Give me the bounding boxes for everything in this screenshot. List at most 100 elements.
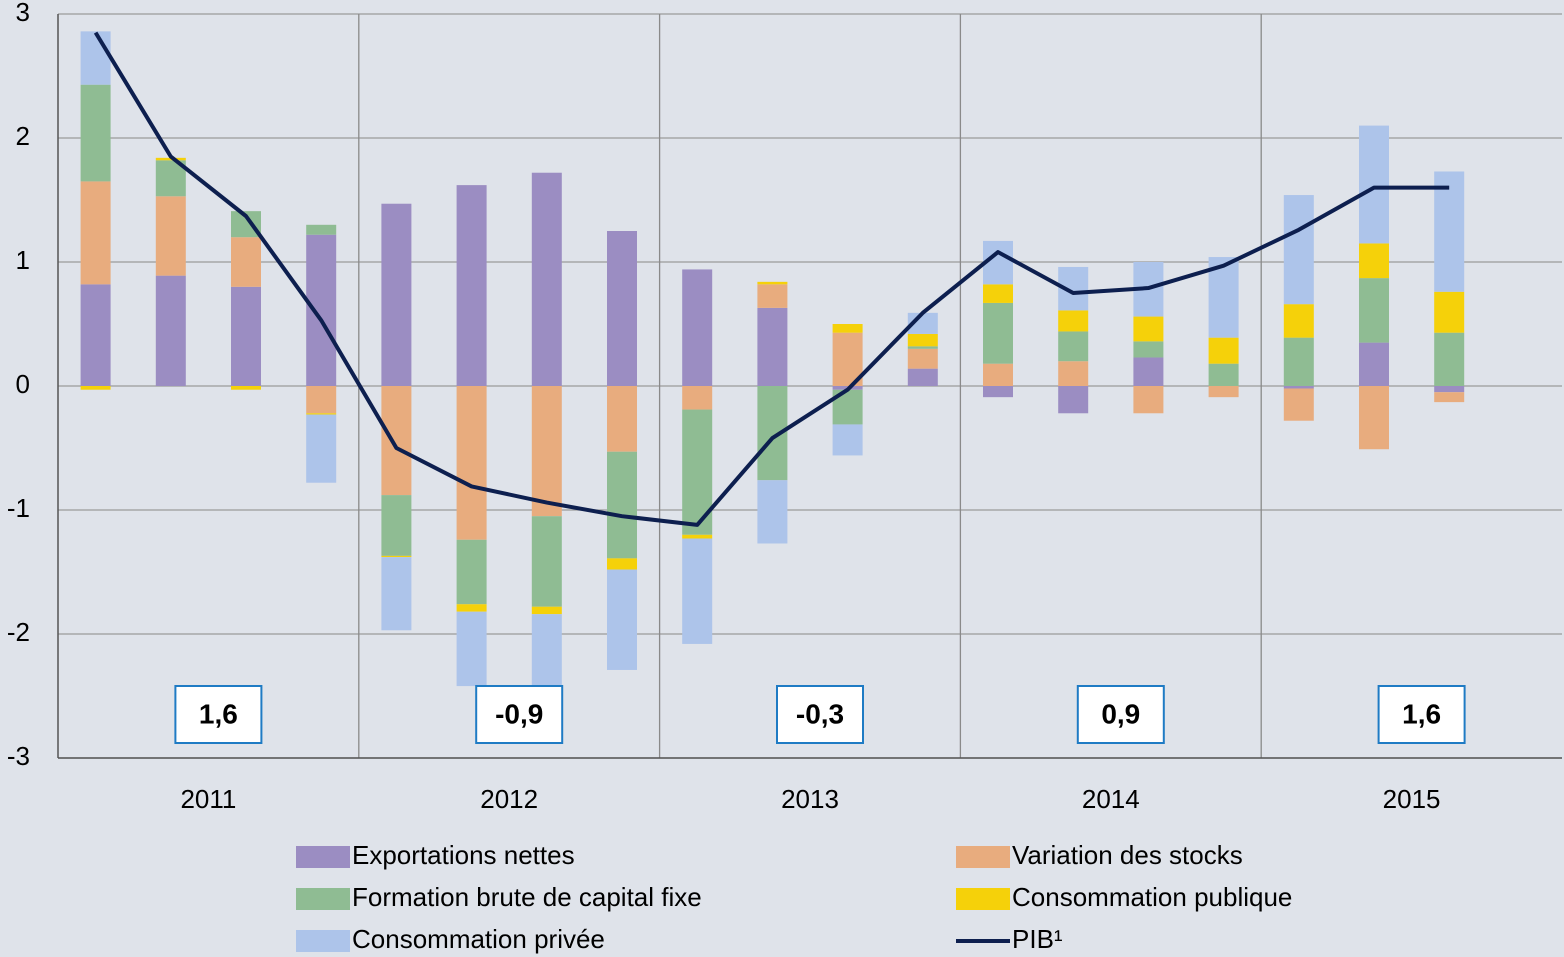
bar-segment xyxy=(1133,316,1164,342)
bar-segment xyxy=(381,495,412,556)
bar-segment xyxy=(757,281,788,285)
bar-segment xyxy=(306,413,337,415)
bar-segment xyxy=(231,386,261,390)
bar-segment xyxy=(456,604,487,612)
bar-segment xyxy=(1283,388,1314,421)
annual-box xyxy=(776,685,864,744)
bar-segment xyxy=(607,231,637,386)
bar-segment xyxy=(155,196,186,276)
bar-segment xyxy=(456,386,487,540)
bar-segment xyxy=(1058,310,1089,332)
bar-segment xyxy=(832,424,863,456)
legend-label: Consommation privée xyxy=(352,924,605,954)
bar-segment xyxy=(1434,291,1465,333)
bar-segment xyxy=(607,569,637,670)
legend-label: Consommation publique xyxy=(1012,882,1292,912)
y-tick-label: 0 xyxy=(16,369,30,399)
legend-swatch xyxy=(296,888,350,910)
annual-box xyxy=(475,685,564,744)
bar-segment xyxy=(907,348,938,369)
bar-segment xyxy=(231,237,261,287)
bar-segment xyxy=(80,284,111,386)
bar-segment xyxy=(381,555,412,558)
line-series xyxy=(93,31,1450,527)
annual-box xyxy=(174,685,263,744)
y-tick-label: -2 xyxy=(7,617,30,647)
bar-segment xyxy=(983,284,1013,303)
annual-label: -0,3 xyxy=(796,698,844,729)
bar-segment xyxy=(1133,386,1164,414)
bar-segment xyxy=(757,284,788,308)
bar-segment xyxy=(306,386,337,414)
x-group-label: 2011 xyxy=(180,784,236,814)
bar-segment xyxy=(1133,341,1164,358)
bar-segment xyxy=(456,611,487,687)
bar-segment xyxy=(531,516,562,607)
x-group-label: 2013 xyxy=(781,784,839,814)
bar-segment xyxy=(1359,243,1389,279)
bar-segment xyxy=(1283,337,1314,386)
legend-swatch xyxy=(296,930,350,952)
y-tick-label: 1 xyxy=(16,245,30,275)
bar-segment xyxy=(983,363,1013,386)
annual-label: -0,9 xyxy=(495,698,543,729)
bar-segment xyxy=(907,333,938,347)
bar-segment xyxy=(456,185,487,386)
annual-label: 1,6 xyxy=(1402,698,1441,729)
legend-swatch xyxy=(956,846,1010,868)
bar-segment xyxy=(757,307,788,386)
bar-segment xyxy=(80,386,111,390)
bar-segment xyxy=(80,84,111,182)
bar-segment xyxy=(682,386,713,410)
legend-label: Variation des stocks xyxy=(1012,840,1243,870)
bar-segment xyxy=(80,181,111,285)
bar-segment xyxy=(1283,304,1314,338)
bar-segment xyxy=(1283,386,1314,389)
bar-segment xyxy=(1434,171,1465,292)
bar-segment xyxy=(1208,337,1239,364)
bar-segment xyxy=(682,538,713,644)
bar-segment xyxy=(155,275,186,386)
bar-segment xyxy=(1058,361,1089,386)
legend-swatch xyxy=(956,888,1010,910)
y-tick-label: 2 xyxy=(16,121,30,151)
legend-label: Exportations nettes xyxy=(352,840,575,870)
bar-segment xyxy=(1208,386,1239,398)
bar-segment xyxy=(381,386,412,496)
x-group-label: 2015 xyxy=(1383,784,1441,814)
annual-box xyxy=(1076,685,1165,744)
bar-segment xyxy=(1359,342,1389,386)
bar-segment xyxy=(381,203,412,386)
bar-segment xyxy=(1208,363,1239,386)
bar-segment xyxy=(607,558,637,570)
annual-box xyxy=(1377,685,1466,744)
annual-label: 0,9 xyxy=(1101,698,1140,729)
bar-segment xyxy=(682,269,713,386)
bar-segment xyxy=(1359,125,1389,244)
bar-segment xyxy=(607,386,637,452)
bar-segment xyxy=(531,606,562,615)
bar-segment xyxy=(456,539,487,605)
bar-segment xyxy=(1434,332,1465,386)
bar-segment xyxy=(306,224,337,235)
bar-segment xyxy=(682,409,713,535)
bar-segment xyxy=(682,534,713,539)
bar-segment xyxy=(1058,386,1089,414)
legend-label: PIB¹ xyxy=(1012,924,1063,954)
x-group-label: 2012 xyxy=(480,784,538,814)
legend-swatch xyxy=(296,846,350,868)
bar-segment xyxy=(983,386,1013,398)
bar-segment xyxy=(1058,331,1089,362)
bar-segment xyxy=(832,324,863,333)
bar-segment xyxy=(907,368,938,386)
bar-segment xyxy=(1133,357,1164,386)
bar-segment xyxy=(1359,386,1389,450)
y-tick-label: -1 xyxy=(7,493,30,523)
bar-segment xyxy=(1283,195,1314,305)
bar-segment xyxy=(757,480,788,544)
bar-segment xyxy=(1434,386,1465,393)
bar-segment xyxy=(306,234,337,386)
annual-label: 1,6 xyxy=(199,698,238,729)
bar-segment xyxy=(1359,278,1389,343)
